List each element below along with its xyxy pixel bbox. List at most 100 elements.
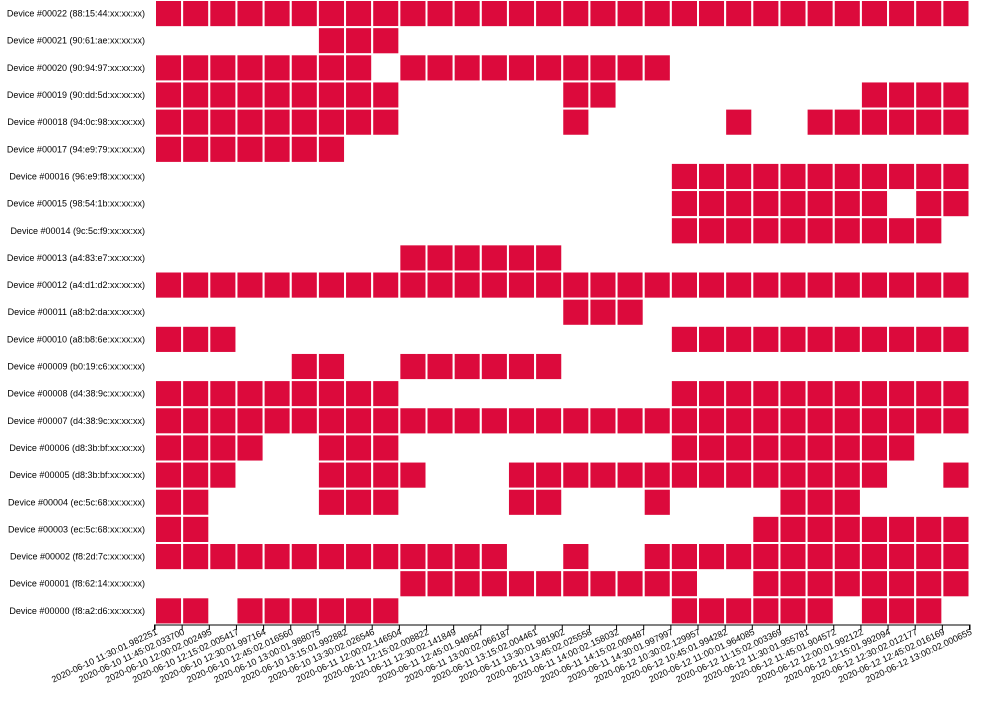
heatmap-cell bbox=[344, 107, 374, 137]
heatmap-cell bbox=[832, 379, 862, 409]
heatmap-cell bbox=[697, 406, 727, 436]
heatmap-cell bbox=[724, 324, 754, 354]
heatmap-cell bbox=[181, 460, 211, 490]
heatmap-cell bbox=[235, 107, 265, 137]
heatmap-cell bbox=[697, 324, 727, 354]
heatmap-cell bbox=[615, 53, 645, 83]
heatmap-cell bbox=[181, 107, 211, 137]
heatmap-cell bbox=[615, 569, 645, 599]
heatmap-cell bbox=[208, 134, 238, 164]
heatmap-cell bbox=[154, 487, 184, 517]
heatmap-cell bbox=[371, 379, 401, 409]
heatmap-cell bbox=[887, 107, 917, 137]
heatmap-cell bbox=[398, 569, 428, 599]
heatmap-cell bbox=[887, 379, 917, 409]
heatmap-cell bbox=[941, 569, 971, 599]
heatmap-cell bbox=[751, 189, 781, 219]
heatmap-cell bbox=[778, 596, 808, 626]
heatmap-cell bbox=[262, 107, 292, 137]
heatmap-cell bbox=[316, 433, 347, 463]
heatmap-cell bbox=[805, 542, 835, 572]
heatmap-cell bbox=[452, 406, 482, 436]
heatmap-cell bbox=[751, 270, 781, 300]
heatmap-cell bbox=[859, 514, 890, 544]
heatmap-cell bbox=[642, 460, 672, 490]
heatmap-cell bbox=[208, 107, 238, 137]
heatmap-cell bbox=[887, 542, 917, 572]
heatmap-cell bbox=[778, 161, 808, 192]
heatmap-cell bbox=[697, 596, 727, 626]
heatmap-cell bbox=[697, 216, 727, 246]
heatmap-cell bbox=[181, 0, 211, 29]
heatmap-cell bbox=[344, 406, 374, 436]
y-axis-label: Device #00005 (d8:3b:bf:xx:xx:xx) bbox=[9, 470, 145, 480]
heatmap-cell bbox=[859, 379, 890, 409]
heatmap-cell bbox=[506, 487, 537, 517]
heatmap-cell bbox=[181, 324, 211, 354]
heatmap-cell bbox=[887, 0, 917, 29]
heatmap-cell bbox=[615, 297, 645, 327]
heatmap-cell bbox=[262, 80, 292, 110]
heatmap-cell bbox=[914, 216, 944, 246]
heatmap-cell bbox=[941, 542, 971, 572]
heatmap-cell bbox=[479, 0, 509, 29]
heatmap-cell bbox=[235, 379, 265, 409]
y-axis-label: Device #00021 (90:61:ae:xx:xx:xx) bbox=[7, 36, 145, 46]
heatmap-cell bbox=[859, 324, 890, 354]
heatmap-cell bbox=[425, 0, 455, 29]
heatmap-cell bbox=[615, 460, 645, 490]
heatmap-cell bbox=[371, 0, 401, 29]
heatmap-cell bbox=[914, 189, 944, 219]
heatmap-cell bbox=[588, 53, 618, 83]
heatmap-cell bbox=[534, 0, 564, 29]
heatmap-cell bbox=[235, 0, 265, 29]
heatmap-cell bbox=[588, 80, 618, 110]
heatmap-cell bbox=[344, 460, 374, 490]
heatmap-cell bbox=[181, 134, 211, 164]
heatmap-cell bbox=[371, 270, 401, 300]
y-axis-label: Device #00013 (a4:83:e7:xx:xx:xx) bbox=[7, 253, 145, 263]
heatmap-cell bbox=[181, 487, 211, 517]
heatmap-cell bbox=[832, 569, 862, 599]
heatmap-cell bbox=[669, 406, 699, 436]
heatmap-cell bbox=[832, 107, 862, 137]
heatmap-cell bbox=[506, 53, 537, 83]
heatmap-cell bbox=[615, 270, 645, 300]
heatmap-cell bbox=[697, 189, 727, 219]
heatmap-cell bbox=[154, 0, 184, 29]
heatmap-cell bbox=[154, 596, 184, 626]
heatmap-cell bbox=[751, 569, 781, 599]
heatmap-cell bbox=[154, 542, 184, 572]
heatmap-cell bbox=[642, 542, 672, 572]
heatmap-cell bbox=[208, 270, 238, 300]
heatmap-cell bbox=[534, 243, 564, 273]
heatmap-cell bbox=[154, 460, 184, 490]
heatmap-cell bbox=[588, 270, 618, 300]
heatmap-cell bbox=[887, 324, 917, 354]
heatmap-cell bbox=[697, 542, 727, 572]
heatmap-cell bbox=[805, 406, 835, 436]
heatmap-cell bbox=[859, 0, 890, 29]
heatmap-cell bbox=[941, 0, 971, 29]
heatmap-cell bbox=[235, 270, 265, 300]
heatmap-cell bbox=[724, 596, 754, 626]
heatmap-cell bbox=[154, 379, 184, 409]
heatmap-cell bbox=[724, 460, 754, 490]
heatmap-cell bbox=[289, 351, 319, 382]
heatmap-cell bbox=[452, 243, 482, 273]
y-axis-label: Device #00000 (f8:a2:d6:xx:xx:xx) bbox=[9, 606, 145, 616]
heatmap-cell bbox=[262, 270, 292, 300]
heatmap-cell bbox=[859, 542, 890, 572]
heatmap-cell bbox=[805, 569, 835, 599]
heatmap-cell bbox=[398, 542, 428, 572]
heatmap-cell bbox=[669, 379, 699, 409]
heatmap-cell bbox=[289, 406, 319, 436]
heatmap-cell bbox=[425, 542, 455, 572]
heatmap-cell bbox=[154, 406, 184, 436]
heatmap-cell bbox=[724, 161, 754, 192]
heatmap-cell bbox=[344, 487, 374, 517]
heatmap-cell bbox=[914, 0, 944, 29]
heatmap-cell bbox=[832, 433, 862, 463]
heatmap-cell bbox=[805, 270, 835, 300]
